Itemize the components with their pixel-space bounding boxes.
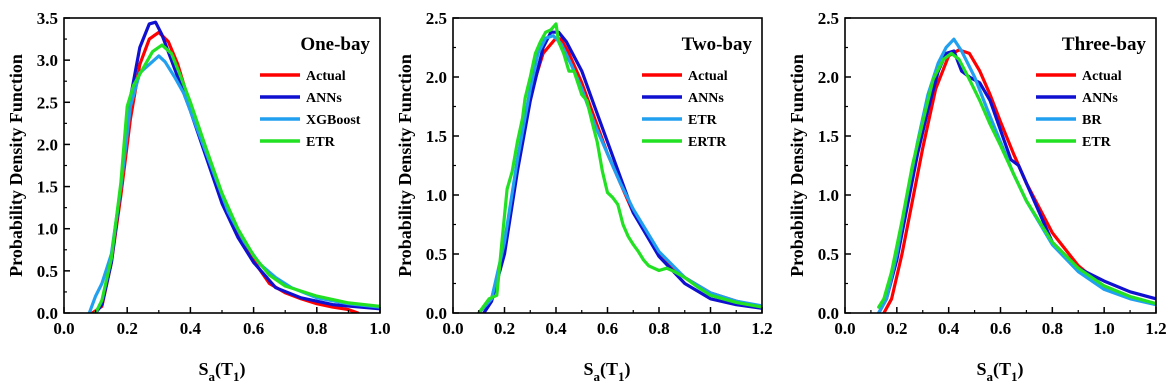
series-line-anns xyxy=(482,30,762,313)
chart-panel-1: 0.0 0.2 0.4 0.6 0.8 1.0 0.0 0.5 1.0 1.5 2.0 2.5 3.0 3… xyxy=(6,9,391,384)
panel-title: One-bay xyxy=(300,34,370,55)
x-axis-label-part: (T xyxy=(993,359,1011,380)
legend-label: Actual xyxy=(306,69,346,84)
x-axis-label-part: a xyxy=(594,369,601,384)
x-axis-label-part: 1 xyxy=(618,369,625,384)
x-tick-label: 0.8 xyxy=(1042,319,1063,338)
y-tick-label: 0.5 xyxy=(426,245,447,264)
x-tick-label: 0.2 xyxy=(494,319,515,338)
y-tick-label: 0.0 xyxy=(37,304,58,323)
y-tick-label: 2.5 xyxy=(37,93,58,112)
x-tick-label: 1.0 xyxy=(1094,319,1115,338)
x-tick-label: 0.2 xyxy=(117,319,138,338)
x-tick-label: 1.0 xyxy=(700,319,721,338)
legend-label: Actual xyxy=(688,69,728,84)
y-tick-label: 0.5 xyxy=(818,245,839,264)
legend-label: ETR xyxy=(306,135,336,150)
x-axis-label-part: a xyxy=(987,369,994,384)
series-line-etr xyxy=(877,51,1156,309)
y-tick-label: 2.0 xyxy=(37,135,58,154)
series-group xyxy=(87,20,380,313)
x-tick-label: 1.0 xyxy=(369,319,390,338)
legend-label: ANNs xyxy=(688,91,724,106)
series-group xyxy=(877,37,1156,313)
x-axis-label-part: ) xyxy=(240,359,246,380)
x-axis-label-part: S xyxy=(198,359,208,379)
y-tick-label: 2.5 xyxy=(818,9,839,28)
legend-label: ANNs xyxy=(306,91,342,106)
y-tick-label: 2.5 xyxy=(426,9,447,28)
x-axis-label-part: S xyxy=(583,359,593,379)
y-axis-label: Probability Density Function xyxy=(395,54,415,277)
x-tick-label: 0.4 xyxy=(545,319,567,338)
x-axis-label-part: 1 xyxy=(233,369,240,384)
legend-label: ETR xyxy=(1082,135,1112,150)
panel-title: Two-bay xyxy=(682,34,753,55)
y-tick-label: 1.5 xyxy=(426,127,447,146)
x-axis-label-part: 1 xyxy=(1011,369,1018,384)
x-axis-label-part: S xyxy=(976,359,986,379)
legend-label: XGBoost xyxy=(306,113,361,128)
y-tick-label: 2.0 xyxy=(818,68,839,87)
y-axis-label: Probability Density Function xyxy=(787,54,807,277)
y-tick-label: 1.0 xyxy=(818,186,839,205)
y-tick-label: 1.5 xyxy=(37,178,58,197)
chart-panel-2: 0.0 0.2 0.4 0.6 0.8 1.0 1.2 0.0 0.5 1.0 1.5 2.0 2.5 P… xyxy=(395,9,773,384)
x-axis-label: Sa(T1) xyxy=(583,359,630,384)
x-tick-label: 0.6 xyxy=(243,319,264,338)
y-tick-label: 0.5 xyxy=(37,262,58,281)
x-tick-label: 0.0 xyxy=(442,319,463,338)
series-line-etr xyxy=(94,43,380,313)
legend-label: BR xyxy=(1082,113,1102,128)
y-tick-label: 0.0 xyxy=(426,304,447,323)
x-tick-label: 1.2 xyxy=(1145,319,1166,338)
x-tick-label: 0.6 xyxy=(990,319,1011,338)
chart-panel-3: 0.0 0.2 0.4 0.6 0.8 1.0 1.2 0.0 0.5 1.0 1.5 2.0 2.5 P… xyxy=(787,9,1167,384)
x-axis-label-part: a xyxy=(209,369,216,384)
y-axis-label: Probability Density Function xyxy=(6,54,26,277)
x-tick-label: 0.8 xyxy=(306,319,327,338)
x-axis-label-part: ) xyxy=(1018,359,1024,380)
x-tick-label: 0.8 xyxy=(648,319,669,338)
y-tick-label: 2.0 xyxy=(426,68,447,87)
panel-title: Three-bay xyxy=(1062,34,1147,55)
series-line-ertr xyxy=(477,22,762,313)
x-tick-label: 0.6 xyxy=(597,319,618,338)
series-line-actual xyxy=(882,48,1156,313)
x-axis-label: Sa(T1) xyxy=(198,359,245,384)
y-tick-label: 3.0 xyxy=(37,51,58,70)
y-tick-label: 0.0 xyxy=(818,304,839,323)
x-axis-label-part: (T xyxy=(600,359,618,380)
legend-label: ANNs xyxy=(1082,91,1118,106)
x-tick-label: 0.4 xyxy=(180,319,202,338)
y-tick-label: 1.0 xyxy=(426,186,447,205)
x-axis-label-part: (T xyxy=(215,359,233,380)
x-tick-label: 0.4 xyxy=(938,319,960,338)
y-tick-label: 1.0 xyxy=(37,220,58,239)
y-tick-label: 3.5 xyxy=(37,9,58,28)
x-tick-label: 0.2 xyxy=(886,319,907,338)
y-tick-label: 1.5 xyxy=(818,127,839,146)
legend-label: ETR xyxy=(688,113,718,128)
legend-label: Actual xyxy=(1082,69,1122,84)
series-group xyxy=(477,22,762,313)
x-tick-label: 0.0 xyxy=(834,319,855,338)
x-axis-label: Sa(T1) xyxy=(976,359,1023,384)
legend-label: ERTR xyxy=(688,135,727,150)
x-axis-label-part: ) xyxy=(625,359,631,380)
x-tick-label: 0.0 xyxy=(53,319,74,338)
x-tick-label: 1.2 xyxy=(751,319,772,338)
